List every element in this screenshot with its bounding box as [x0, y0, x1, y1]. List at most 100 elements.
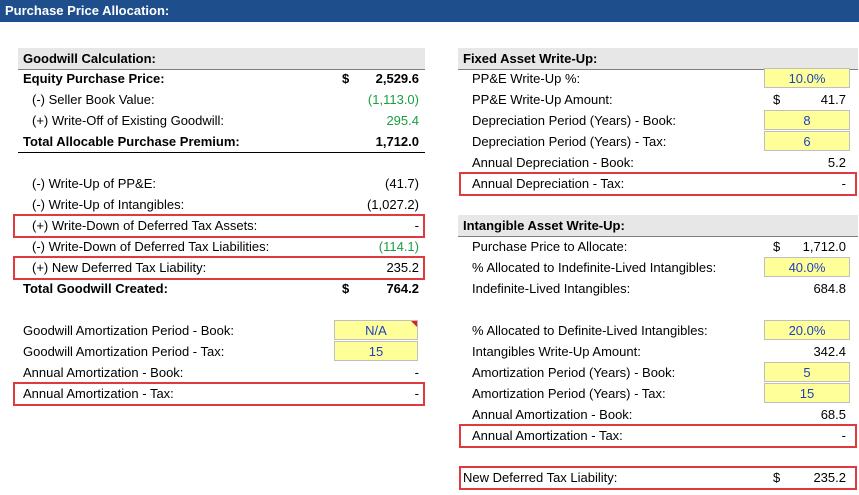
currency: $: [773, 239, 781, 254]
row: (+) New Deferred Tax Liability: 235.2: [13, 256, 425, 280]
input-cell: 20.0%: [764, 320, 850, 340]
row-label: (-) Write-Down of Deferred Tax Liabiliti…: [32, 239, 270, 254]
highlight-box: [459, 466, 857, 490]
row: Amortization Period (Years) - Book: 5: [458, 362, 858, 383]
currency: $: [773, 470, 781, 485]
currency: $: [342, 281, 350, 296]
section-header: Intangible Asset Write-Up:: [458, 215, 858, 237]
value: 1,712.0: [375, 134, 419, 149]
row: PP&E Write-Up Amount: $41.7: [458, 89, 858, 110]
row-label: PP&E Write-Up Amount:: [472, 92, 613, 107]
row-label: % Allocated to Definite-Lived Intangible…: [472, 323, 708, 338]
row-label: Equity Purchase Price:: [23, 71, 165, 86]
row-label: (+) New Deferred Tax Liability:: [32, 260, 207, 275]
highlight-box: [459, 424, 857, 448]
row-label: (-) Seller Book Value:: [32, 92, 155, 107]
row-label: Annual Amortization - Tax:: [23, 386, 174, 401]
row: Depreciation Period (Years) - Book: 8: [458, 110, 858, 131]
input-cell: 15: [334, 341, 418, 361]
row: Amortization Period (Years) - Tax: 15: [458, 383, 858, 404]
value: 235.2: [386, 260, 419, 275]
row: (-) Write-Down of Deferred Tax Liabiliti…: [18, 236, 425, 257]
row: Annual Amortization - Tax: -: [13, 382, 425, 406]
row-label: (-) Write-Up of PP&E:: [32, 176, 157, 191]
row: Total Allocable Purchase Premium: 1,712.0: [18, 131, 425, 153]
section-header: Fixed Asset Write-Up:: [458, 48, 858, 70]
input-cell: 6: [764, 131, 850, 151]
row-label: (+) Write-Down of Deferred Tax Assets:: [32, 218, 258, 233]
value: 41.7: [820, 92, 846, 107]
value: 295.4: [386, 113, 419, 128]
row: Annual Amortization - Tax: -: [458, 424, 858, 448]
value: 684.8: [813, 281, 846, 296]
row: Annual Depreciation - Tax: -: [458, 172, 858, 196]
value: -: [414, 218, 419, 233]
currency: $: [773, 92, 781, 107]
value: -: [841, 176, 846, 191]
row: (-) Write-Up of Intangibles: (1,027.2): [18, 194, 425, 215]
section-header: Goodwill Calculation:: [18, 48, 425, 70]
row: Annual Amortization - Book: -: [18, 362, 425, 383]
currency: $: [342, 71, 350, 86]
row: Goodwill Amortization Period - Book: N/A: [18, 320, 425, 341]
input-cell: N/A: [334, 320, 418, 340]
row-label: Intangibles Write-Up Amount:: [472, 344, 641, 359]
input-cell: 10.0%: [764, 68, 850, 88]
row: Purchase Price to Allocate: $1,712.0: [458, 236, 858, 257]
section-title: Intangible Asset Write-Up:: [463, 218, 625, 233]
row: Annual Amortization - Book: 68.5: [458, 404, 858, 425]
row: PP&E Write-Up %: 10.0%: [458, 68, 858, 89]
value: -: [414, 386, 419, 401]
row-label: Depreciation Period (Years) - Book:: [472, 113, 677, 128]
value: 342.4: [813, 344, 846, 359]
highlight-box: [13, 214, 425, 238]
row-label: PP&E Write-Up %:: [472, 71, 581, 86]
highlight-box: [13, 382, 425, 406]
row: % Allocated to Definite-Lived Intangible…: [458, 320, 858, 341]
value: -: [841, 428, 846, 443]
value: 5.2: [827, 155, 846, 170]
highlight-box: [459, 172, 857, 196]
row-label: Purchase Price to Allocate:: [472, 239, 628, 254]
value: (1,027.2): [366, 197, 419, 212]
row-label: Indefinite-Lived Intangibles:: [472, 281, 631, 296]
row-label: (-) Write-Up of Intangibles:: [32, 197, 185, 212]
row: Indefinite-Lived Intangibles: 684.8: [458, 278, 858, 299]
row-label: % Allocated to Indefinite-Lived Intangib…: [472, 260, 717, 275]
row: Equity Purchase Price: $2,529.6: [18, 68, 425, 89]
row-label: Amortization Period (Years) - Tax:: [472, 386, 666, 401]
input-cell: 8: [764, 110, 850, 130]
value: (114.1): [378, 239, 419, 254]
row-label: Annual Amortization - Book:: [23, 365, 184, 380]
row: New Deferred Tax Liability: $235.2: [458, 466, 858, 490]
row: % Allocated to Indefinite-Lived Intangib…: [458, 257, 858, 278]
row-label: (+) Write-Off of Existing Goodwill:: [32, 113, 225, 128]
highlight-box: [13, 256, 425, 280]
value: (41.7): [385, 176, 419, 191]
value: 235.2: [813, 470, 846, 485]
row: Total Goodwill Created: $764.2: [18, 278, 425, 299]
section-title: Fixed Asset Write-Up:: [463, 51, 598, 66]
value: 1,712.0: [802, 239, 846, 254]
row: (-) Seller Book Value: (1,113.0): [18, 89, 425, 110]
row-label: Total Goodwill Created:: [23, 281, 168, 296]
row-label: Depreciation Period (Years) - Tax:: [472, 134, 667, 149]
row-label: Goodwill Amortization Period - Tax:: [23, 344, 225, 359]
input-cell: 15: [764, 383, 850, 403]
row: Annual Depreciation - Book: 5.2: [458, 152, 858, 173]
comment-marker: [411, 321, 417, 327]
row-label: Amortization Period (Years) - Book:: [472, 365, 676, 380]
row-label: Total Allocable Purchase Premium:: [23, 134, 240, 149]
row-label: Annual Amortization - Book:: [472, 407, 633, 422]
row: (-) Write-Up of PP&E: (41.7): [18, 173, 425, 194]
value: (1,113.0): [367, 92, 419, 107]
row-label: New Deferred Tax Liability:: [463, 470, 618, 485]
row: Intangibles Write-Up Amount: 342.4: [458, 341, 858, 362]
section-title: Goodwill Calculation:: [23, 51, 156, 66]
row-label: Annual Depreciation - Book:: [472, 155, 634, 170]
row-label: Annual Amortization - Tax:: [472, 428, 623, 443]
value: 68.5: [820, 407, 846, 422]
value: -: [414, 365, 419, 380]
value: 764.2: [386, 281, 419, 296]
